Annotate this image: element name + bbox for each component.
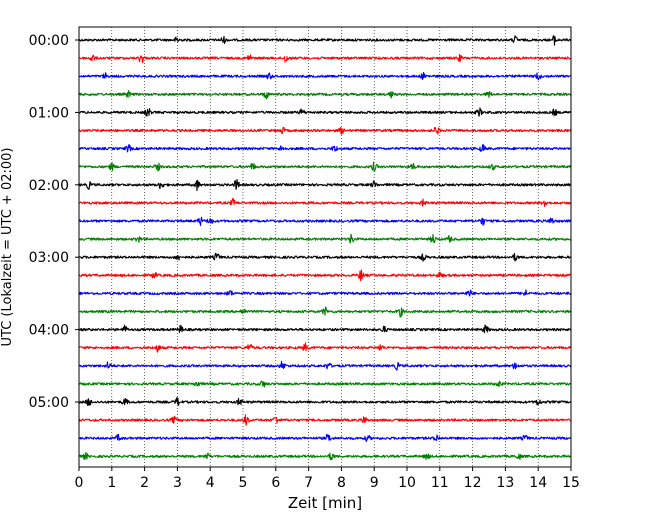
x-tick-label: 14 xyxy=(529,475,547,491)
y-tick-label: 04:00 xyxy=(29,323,69,339)
x-tick-label: 0 xyxy=(75,475,84,491)
x-tick-label: 9 xyxy=(370,475,379,491)
seismic-trace xyxy=(78,198,572,207)
seismic-trace xyxy=(78,414,572,426)
seismic-trace xyxy=(78,53,572,64)
seismic-trace xyxy=(78,306,572,318)
seismic-trace xyxy=(78,233,572,244)
x-tick-label: 15 xyxy=(562,475,580,491)
seismic-trace xyxy=(78,342,572,353)
y-axis-ticks: 00:00 01:00 02:00 03:00 04:00 05:00 xyxy=(29,33,79,411)
seismic-trace xyxy=(78,126,572,135)
seismic-trace xyxy=(78,216,572,227)
seismic-trace xyxy=(78,396,572,406)
seismic-trace xyxy=(78,252,572,262)
x-axis-label: Zeit [min] xyxy=(288,494,362,512)
x-tick-label: 3 xyxy=(173,475,182,491)
seismic-trace xyxy=(78,269,572,282)
x-tick-label: 2 xyxy=(140,475,149,491)
y-tick-label: 03:00 xyxy=(29,250,69,266)
seismic-trace xyxy=(78,90,572,100)
x-tick-label: 13 xyxy=(496,475,514,491)
seismic-trace xyxy=(78,451,572,461)
seismic-trace xyxy=(78,324,572,334)
seismic-trace xyxy=(78,289,572,297)
x-tick-label: 12 xyxy=(464,475,482,491)
y-axis-label: UTC (Lokalzeit = UTC + 02:00) xyxy=(0,148,15,347)
x-tick-label: 1 xyxy=(107,475,116,491)
seismic-trace xyxy=(78,433,572,442)
x-tick-label: 5 xyxy=(239,475,248,491)
plot-frame xyxy=(78,26,572,468)
seismic-trace xyxy=(78,107,572,117)
x-tick-label: 6 xyxy=(271,475,280,491)
y-tick-label: 01:00 xyxy=(29,105,69,121)
y-tick-label: 00:00 xyxy=(29,33,69,49)
x-tick-label: 10 xyxy=(398,475,416,491)
seismic-trace xyxy=(78,35,572,46)
seismic-trace xyxy=(78,360,572,371)
y-tick-label: 02:00 xyxy=(29,178,69,194)
seismic-trace xyxy=(78,178,572,192)
y-tick-label: 05:00 xyxy=(29,395,69,411)
x-tick-label: 4 xyxy=(206,475,215,491)
x-tick-label: 7 xyxy=(304,475,313,491)
seismic-trace xyxy=(78,161,572,172)
seismic-trace xyxy=(78,72,572,81)
seismic-trace xyxy=(78,143,572,153)
grid-lines xyxy=(111,27,539,467)
x-tick-label: 8 xyxy=(337,475,346,491)
x-axis-ticks: 0 1 2 3 4 5 6 7 8 9 10 11 12 13 14 15 xyxy=(75,467,580,491)
x-tick-label: 11 xyxy=(431,475,449,491)
seismic-traces xyxy=(78,35,572,461)
seismic-trace xyxy=(78,380,572,388)
